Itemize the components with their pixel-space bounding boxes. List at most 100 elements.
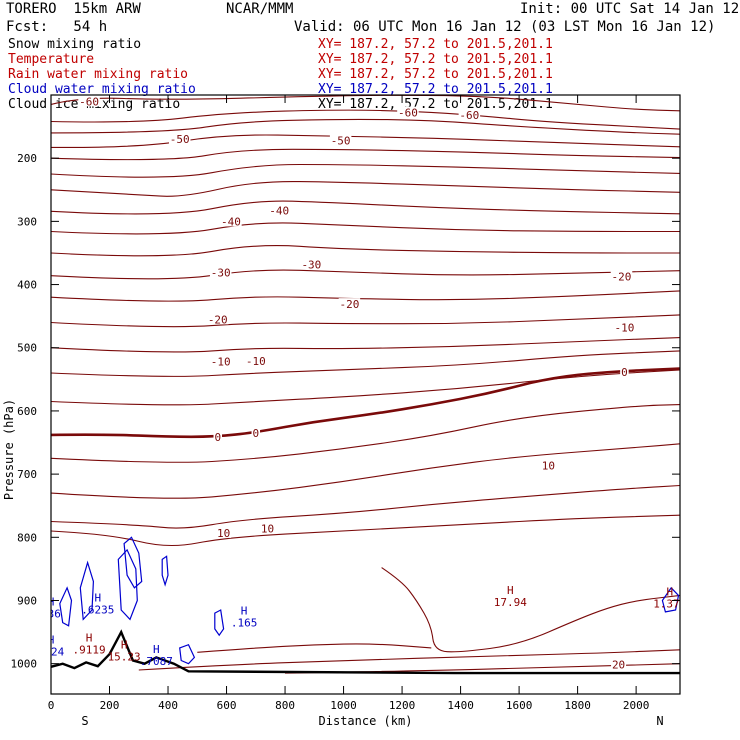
high-marker: H: [48, 596, 55, 609]
cloud-water-contour: [661, 586, 680, 613]
temperature-contour: [51, 148, 680, 161]
temperature-contour: [51, 180, 680, 197]
contour-label: -40: [269, 205, 289, 218]
high-value: .165: [231, 616, 258, 629]
contour-label-background: [458, 109, 481, 121]
high-marker: H: [666, 585, 673, 598]
contour-label-background: [78, 95, 100, 107]
x-tick-label: 200: [100, 699, 120, 712]
temperature-contour: [51, 350, 680, 377]
y-tick-label: 300: [17, 215, 37, 228]
contour-label-background: [259, 522, 275, 534]
temperature-contour: [51, 163, 680, 178]
x-tick-label: 0: [48, 699, 55, 712]
field-xy-cloud-water: XY= 187.2, 57.2 to 201.5,201.1: [318, 82, 553, 97]
contour-label: -10: [211, 356, 231, 369]
temperature-contour: [51, 200, 680, 215]
valid-time: Valid: 06 UTC Mon 16 Jan 12 (03 LST Mon …: [294, 19, 716, 35]
x-tick-label: 1600: [506, 699, 533, 712]
temperature-contour: [51, 367, 680, 439]
x-axis-label: Distance (km): [319, 714, 413, 728]
contour-label-background: [268, 204, 290, 216]
contour-label-background: [338, 298, 361, 310]
plot-area: -60 -60 -60 -50 -50 -40 -40 -30 -30 -20 -20 -20 -10 -…: [41, 95, 680, 675]
cloud-water-contour: [123, 536, 143, 589]
contour-label-background: [300, 258, 323, 270]
contour-label: 20: [612, 658, 625, 671]
contour-label: 0: [621, 366, 628, 379]
x-tick-label: 2000: [623, 699, 650, 712]
x-tick-label: 1200: [389, 699, 416, 712]
temperature-contour: [51, 134, 680, 149]
field-xy-snow: XY= 187.2, 57.2 to 201.5,201.1: [318, 37, 553, 52]
high-value: .7087: [140, 655, 173, 668]
y-tick-label: 600: [17, 405, 37, 418]
high-marker: H: [241, 604, 248, 617]
cloud-water-contour: [214, 609, 225, 637]
x-tick-label: 1000: [330, 699, 357, 712]
high-value: 17.94: [494, 596, 527, 609]
temperature-contour: [51, 443, 680, 499]
x-tick-label: 800: [275, 699, 295, 712]
y-tick-label: 800: [17, 531, 37, 544]
x-tick-label: 400: [158, 699, 178, 712]
cloud-water-contour: [79, 560, 95, 621]
temperature-contour: [51, 290, 680, 302]
organization-label: NCAR/MMM: [226, 1, 294, 17]
temperature-contour: [381, 567, 680, 653]
contour-label: -60: [79, 95, 99, 108]
contour-label-background: [613, 321, 636, 333]
contour-label: -50: [331, 134, 351, 147]
high-value: .6235: [81, 604, 114, 617]
temperature-contour: [51, 95, 680, 112]
plot-frame: [50, 94, 681, 695]
y-tick-label: 900: [17, 594, 37, 607]
model-title: TORERO 15km ARW: [6, 1, 141, 17]
direction-right-label: N: [656, 714, 663, 728]
y-tick-label: 700: [17, 468, 37, 481]
init-time: Init: 00 UTC Sat 14 Jan 12: [520, 1, 740, 17]
x-tick-label: 600: [217, 699, 237, 712]
y-tick-label: 1000: [11, 658, 38, 671]
contour-label: 0: [214, 431, 221, 444]
x-tick-label: 1800: [564, 699, 591, 712]
x-tick-label: 1400: [447, 699, 474, 712]
high-marker: H: [507, 584, 514, 597]
y-axis-label: Pressure (hPa): [2, 399, 16, 500]
contour-label-background: [207, 313, 229, 325]
high-value: .36: [41, 608, 61, 621]
temperature-contour: [51, 245, 680, 257]
contour-label: -40: [221, 215, 241, 228]
contour-label: -20: [208, 313, 228, 326]
field-label-temperature: Temperature: [8, 52, 95, 67]
contour-label-background: [213, 430, 223, 442]
temperature-contour: [51, 109, 680, 130]
cloud-water-contour: [117, 548, 138, 621]
contour-label: -60: [459, 109, 479, 122]
field-xy-temperature: XY= 187.2, 57.2 to 201.5,201.1: [318, 52, 553, 67]
contour-label-background: [620, 365, 629, 377]
field-label-cloud-ice: Cloud ice mixing ratio: [8, 97, 181, 112]
temperature-contour: [197, 643, 432, 653]
temperature-contour: [51, 222, 680, 235]
contour-label-background: [209, 355, 232, 367]
field-xy-rain: XY= 187.2, 57.2 to 201.5,201.1: [318, 67, 553, 82]
forecast-hour: Fcst: 54 h: [6, 19, 108, 35]
contour-label-background: [220, 215, 242, 227]
contour-label: -50: [170, 133, 190, 146]
contour-label: 10: [261, 522, 274, 535]
contour-label-background: [329, 134, 352, 146]
contour-label-background: [251, 427, 261, 439]
direction-left-label: S: [81, 714, 88, 728]
field-label-rain: Rain water mixing ratio: [8, 67, 189, 82]
contour-label: -10: [246, 355, 266, 368]
temperature-contour: [138, 649, 680, 671]
contour-label: -20: [612, 270, 632, 283]
field-label-snow: Snow mixing ratio: [8, 37, 142, 52]
temperature-contour: [51, 514, 680, 546]
contour-label: -20: [339, 298, 359, 311]
temperature-contour: [51, 314, 680, 328]
high-marker: H: [121, 639, 128, 652]
temperature-contour: [51, 484, 680, 529]
